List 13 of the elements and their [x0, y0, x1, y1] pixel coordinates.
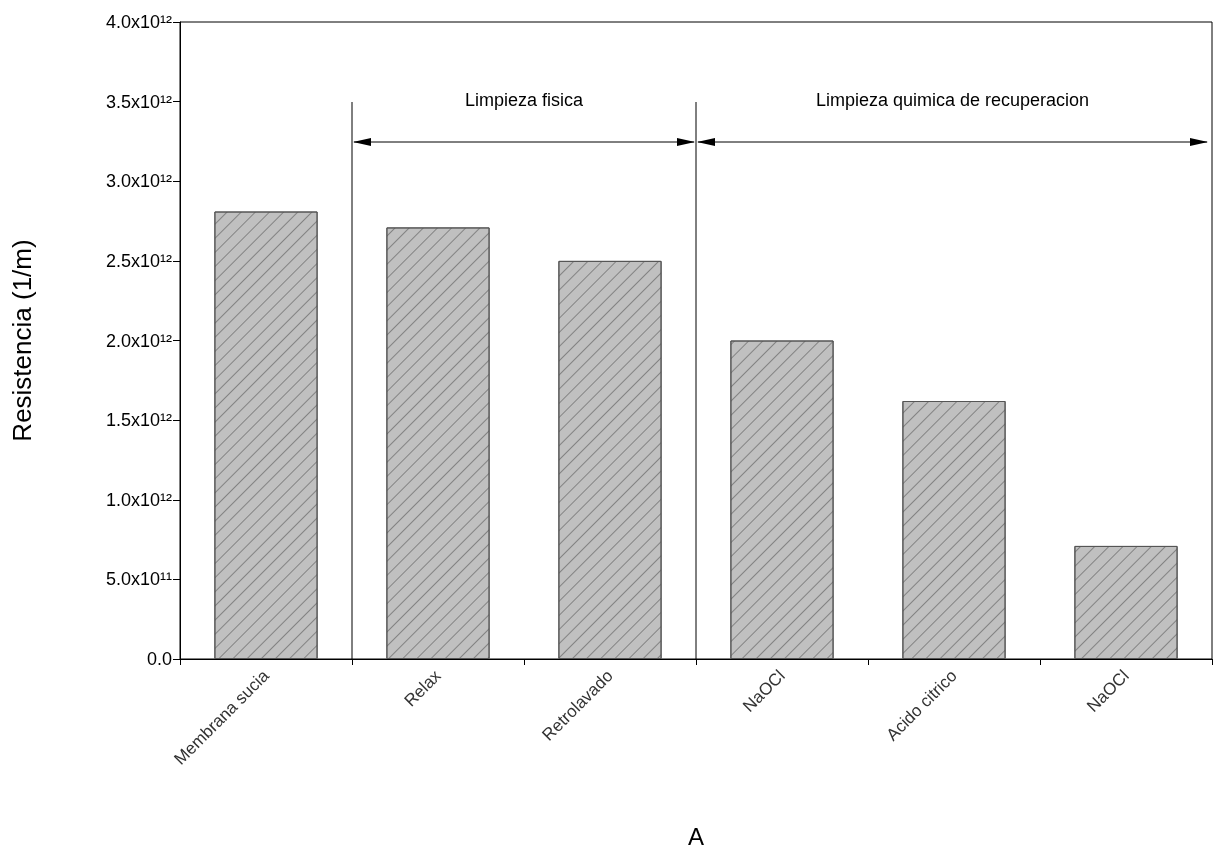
y-tick-label: 4.0x10¹²	[105, 12, 172, 32]
y-tick-label: 3.5x10¹²	[105, 91, 172, 112]
y-tick-label: 3.0x10¹²	[105, 171, 172, 192]
x-axis-title: A	[687, 822, 705, 850]
y-tick-label: 1.5x10¹²	[105, 410, 172, 431]
annotation: Limpieza quimica de recuperacion	[815, 90, 1090, 110]
y-tick-label: 1.0x10¹²	[105, 489, 172, 510]
y-tick-label: 2.0x10¹²	[105, 330, 172, 351]
y-tick-label: 2.5x10¹²	[105, 250, 172, 271]
annotation: Limpieza fisica	[464, 90, 585, 110]
y-tick-label: 5.0x10¹¹	[105, 569, 172, 590]
y-axis-title: Resistencia (1/m)	[7, 239, 37, 442]
y-tick-label: 0.0	[146, 649, 172, 669]
